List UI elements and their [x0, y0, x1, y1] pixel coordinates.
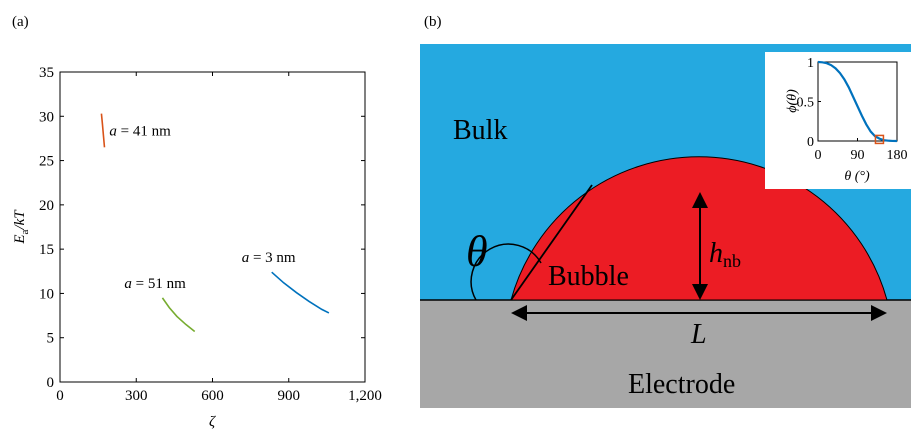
y-tick-label: 20: [39, 198, 54, 214]
y-tick-label: 5: [47, 331, 55, 347]
inset-x-tick-label: 0: [815, 148, 822, 163]
x-tick-label: 1,200: [348, 388, 382, 404]
x-tick-label: 0: [56, 388, 64, 404]
inset-y-tick-label: 1: [807, 56, 814, 71]
bulk-label: Bulk: [453, 115, 507, 146]
chart-a-frame: [59, 71, 366, 383]
inset: 0 0.5 1 0 90 180 ϕ(θ) θ (°): [765, 52, 911, 189]
panel-b-label: (b): [424, 14, 442, 30]
y-tick-label: 0: [47, 375, 55, 391]
angle-arc: [470, 243, 542, 301]
height-label: hnb: [709, 238, 741, 271]
inset-x-tick-label: 180: [887, 148, 908, 163]
x-tick-label: 900: [278, 388, 301, 404]
y-tick-label: 10: [39, 286, 54, 302]
x-axis-label: ζ: [209, 414, 216, 430]
x-ticks: 0 300 600 900 1,200: [56, 72, 382, 404]
inset-y-tick-label: 0.5: [797, 96, 815, 111]
inset-x-tick-label: 90: [851, 148, 865, 163]
series-line: [271, 271, 330, 314]
panel-a-label: (a): [12, 14, 29, 30]
chart-a: 0 5 10 15 20 25 30 35 0 300 600 900 1,200 a = 41 nm…: [39, 65, 382, 404]
y-tick-label: 15: [39, 242, 54, 258]
series-annotation: a = 3 nm: [242, 250, 296, 266]
electrode-region: [420, 300, 911, 408]
inset-ticks: 0 0.5 1 0 90 180: [797, 56, 908, 163]
inset-y-label: ϕ(θ): [785, 89, 800, 113]
y-axis-label: Ea/kT: [12, 209, 31, 245]
height-arrow: [692, 192, 708, 300]
inset-marker: [874, 134, 885, 145]
bubble-label: Bubble: [548, 261, 629, 292]
series-annotation: a = 41 nm: [109, 123, 171, 139]
series-group: [100, 113, 330, 333]
y-ticks: 0 5 10 15 20 25 30 35: [39, 65, 365, 391]
series-line: [161, 297, 196, 333]
y-tick-label: 35: [39, 65, 54, 81]
series-annotation: a = 51 nm: [124, 276, 186, 292]
x-tick-label: 600: [201, 388, 224, 404]
inset-x-label: θ (°): [844, 169, 870, 184]
inset-background: [765, 52, 911, 189]
annotations: a = 41 nm a = 51 nm a = 3 nm: [109, 123, 296, 291]
tangent-line: [510, 184, 593, 301]
length-label: L: [690, 319, 707, 350]
length-arrow: [511, 305, 887, 321]
schematic: Bulk Bubble Electrode θ hnb L 0 0.5 1 0 90 18…: [420, 44, 911, 408]
y-tick-label: 30: [39, 109, 54, 125]
inset-y-tick-label: 0: [807, 135, 814, 150]
electrode-label: Electrode: [628, 369, 735, 400]
series-line: [100, 113, 106, 148]
theta-label: θ: [466, 227, 488, 276]
y-tick-label: 25: [39, 154, 54, 170]
x-tick-label: 300: [125, 388, 148, 404]
